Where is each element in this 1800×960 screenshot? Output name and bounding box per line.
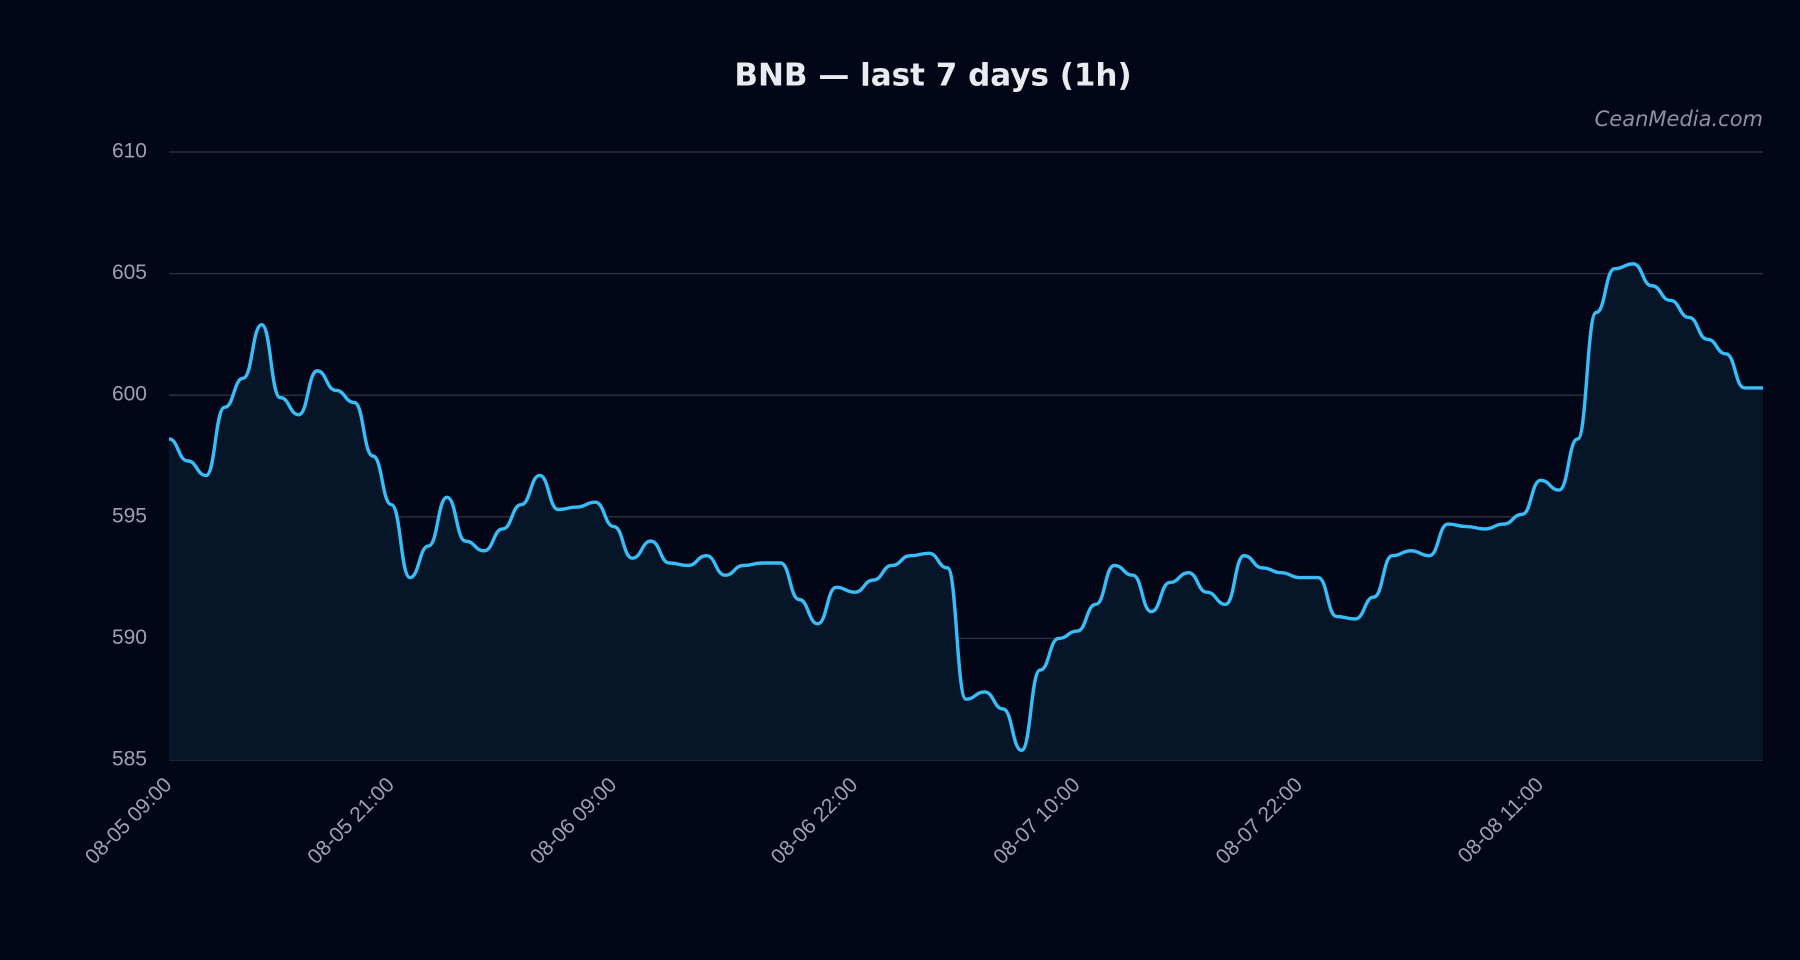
area [169, 263, 1763, 760]
y-tick-label: 600 [112, 383, 147, 406]
y-tick-label: 585 [112, 748, 147, 771]
x-tick-label: 08-07 10:00 [989, 773, 1085, 869]
y-tick-label: 605 [112, 261, 147, 284]
line [168, 262, 1763, 752]
x-tick-label: 08-06 22:00 [767, 773, 863, 869]
y-tick-label: 595 [112, 504, 147, 527]
watermark: CeanMedia.com [1595, 107, 1763, 131]
x-tick-label: 08-08 11:00 [1454, 773, 1548, 867]
x-tick-label: 08-06 09:00 [526, 773, 622, 869]
x-tick-label: 08-05 09:00 [81, 773, 177, 869]
x-tick-label: 08-07 22:00 [1212, 773, 1308, 869]
y-tick-label: 590 [112, 626, 147, 649]
x-tick-label: 08-05 21:00 [303, 773, 399, 869]
chart-title: BNB — last 7 days (1h) [734, 58, 1131, 94]
y-tick-label: 610 [112, 140, 147, 163]
